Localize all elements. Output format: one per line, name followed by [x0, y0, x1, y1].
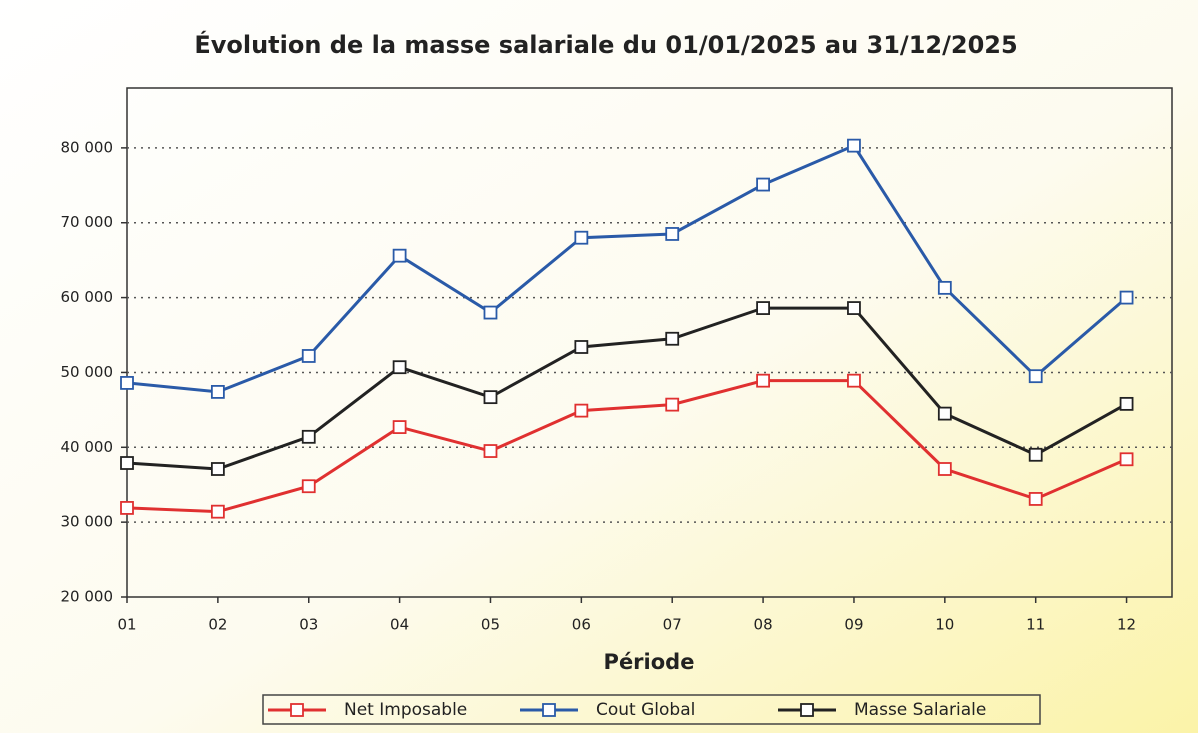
- legend-marker: [542, 703, 556, 717]
- point-marker: [937, 280, 952, 295]
- chart-title: Évolution de la masse salariale du 01/01…: [194, 30, 1017, 59]
- point-marker: [937, 406, 952, 421]
- x-tick-label: 02: [208, 616, 227, 634]
- x-tick-label: 12: [1117, 616, 1136, 634]
- point-marker: [756, 373, 770, 388]
- point-marker: [210, 462, 225, 476]
- point-marker: [1119, 396, 1134, 411]
- point-marker: [483, 390, 498, 405]
- y-tick-label: 70 000: [61, 213, 114, 231]
- point-marker: [1028, 492, 1043, 506]
- series-line: [126, 143, 1128, 394]
- legend-box: [262, 694, 1041, 725]
- x-tick-label: 10: [935, 616, 954, 634]
- point-marker: [665, 397, 680, 412]
- point-marker: [301, 479, 316, 494]
- x-tick-label: 09: [844, 616, 863, 634]
- legend-marker: [800, 703, 814, 717]
- plot-frame: [126, 87, 1173, 598]
- y-tick-label: 50 000: [61, 363, 114, 381]
- point-marker: [210, 504, 225, 519]
- x-tick-label: 07: [663, 616, 682, 634]
- y-tick-label: 30 000: [61, 513, 114, 531]
- x-tick-label: 08: [754, 616, 773, 634]
- point-marker: [301, 429, 316, 444]
- point-marker: [392, 420, 407, 434]
- point-marker: [847, 373, 861, 388]
- point-marker: [120, 456, 134, 470]
- point-marker: [665, 227, 680, 241]
- x-tick-label: 06: [572, 616, 591, 634]
- point-marker: [120, 376, 134, 390]
- x-axis-label: Période: [604, 650, 695, 674]
- point-marker: [574, 230, 589, 245]
- point-marker: [1028, 369, 1043, 384]
- point-marker: [574, 403, 589, 418]
- x-tick-label: 05: [481, 616, 500, 634]
- point-marker: [756, 177, 770, 192]
- series-line: [126, 379, 1128, 514]
- point-marker: [392, 248, 407, 263]
- legend-label: Masse Salariale: [854, 700, 986, 720]
- series-line: [126, 306, 1128, 471]
- point-marker: [483, 444, 498, 458]
- point-marker: [210, 385, 225, 399]
- point-marker: [392, 360, 407, 375]
- point-marker: [1119, 290, 1134, 305]
- y-tick-label: 60 000: [61, 288, 114, 306]
- point-marker: [483, 305, 498, 320]
- x-tick-label: 01: [117, 616, 136, 634]
- x-tick-label: 11: [1026, 616, 1045, 634]
- point-marker: [665, 331, 680, 346]
- point-marker: [120, 501, 134, 515]
- point-marker: [1119, 452, 1134, 467]
- legend-marker: [290, 703, 304, 717]
- y-tick-label: 80 000: [61, 138, 114, 156]
- point-marker: [847, 138, 861, 153]
- legend-label: Cout Global: [596, 700, 695, 720]
- point-marker: [937, 462, 952, 476]
- y-tick-label: 40 000: [61, 438, 114, 456]
- point-marker: [847, 301, 861, 315]
- legend-label: Net Imposable: [344, 700, 467, 720]
- point-marker: [756, 301, 770, 315]
- y-tick-label: 20 000: [61, 588, 114, 606]
- point-marker: [574, 340, 589, 354]
- x-tick-label: 03: [299, 616, 318, 634]
- point-marker: [301, 349, 316, 363]
- point-marker: [1028, 447, 1043, 462]
- x-tick-label: 04: [390, 616, 409, 634]
